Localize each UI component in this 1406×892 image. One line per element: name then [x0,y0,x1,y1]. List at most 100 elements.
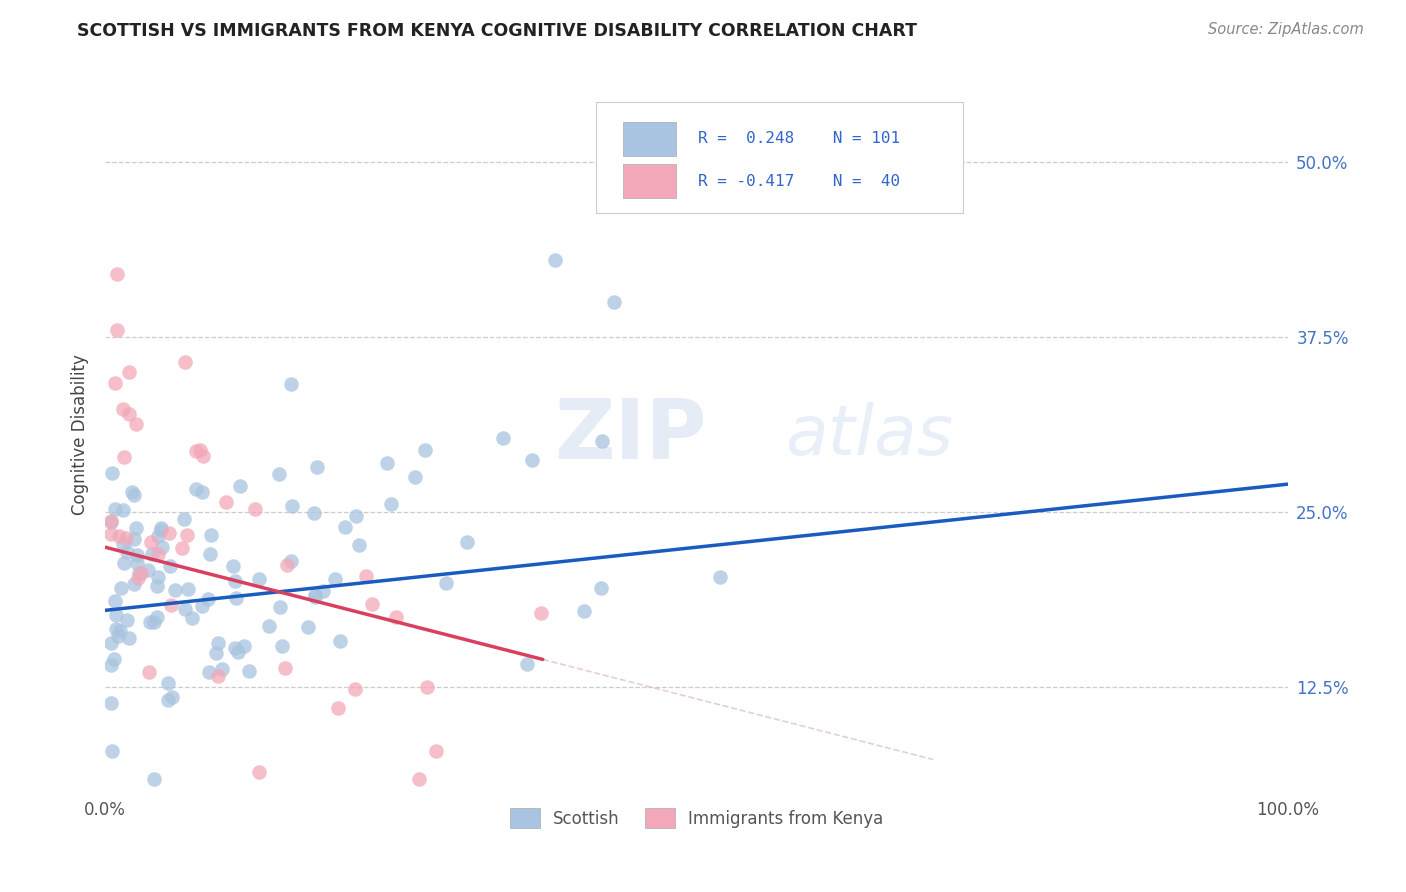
Point [198,547,221,561]
Point [184,482,207,496]
Point [143,615,166,629]
Point [111,402,134,417]
Point [329,633,352,648]
Point [112,556,135,570]
Point [188,443,211,458]
Point [247,764,270,779]
Point [354,569,377,583]
Point [184,443,207,458]
Point [100,658,122,673]
Point [129,566,152,580]
Point [304,506,326,520]
Point [530,606,553,620]
Point [408,772,430,786]
Point [125,548,148,562]
Point [159,558,181,573]
Text: SCOTTISH VS IMMIGRANTS FROM KENYA COGNITIVE DISABILITY CORRELATION CHART: SCOTTISH VS IMMIGRANTS FROM KENYA COGNIT… [77,22,917,40]
Point [125,521,148,535]
Point [127,571,149,585]
Point [146,547,169,561]
Point [191,599,214,614]
Point [148,529,170,543]
Point [280,377,302,392]
Point [425,743,447,757]
Point [305,459,328,474]
Point [434,575,457,590]
Point [522,453,544,467]
Point [276,558,298,572]
Point [100,514,122,528]
Point [165,583,187,598]
Point [160,599,183,613]
Point [101,466,124,480]
Point [191,485,214,500]
Point [122,487,145,501]
Point [269,600,291,615]
Point [328,700,350,714]
Point [114,531,136,545]
Point [343,681,366,696]
Point [118,365,141,379]
Point [176,528,198,542]
Point [377,456,399,470]
Point [215,495,238,509]
Text: ZIP: ZIP [554,394,707,475]
Point [115,613,138,627]
Point [516,657,538,671]
Point [193,449,215,463]
Point [304,588,326,602]
Text: Source: ZipAtlas.com: Source: ZipAtlas.com [1208,22,1364,37]
Point [141,547,163,561]
Point [274,661,297,675]
Point [297,620,319,634]
Point [111,502,134,516]
Point [226,645,249,659]
Point [172,541,194,556]
Point [108,529,131,543]
Point [413,443,436,458]
Point [361,598,384,612]
Point [157,692,180,706]
Point [141,534,163,549]
Point [205,646,228,660]
Point [709,570,731,584]
Point [105,267,128,281]
Point [333,519,356,533]
Point [150,540,173,554]
Point [104,376,127,391]
Point [110,581,132,595]
Point [257,619,280,633]
Point [225,591,247,605]
Point [156,676,179,690]
Point [125,556,148,570]
Point [247,572,270,586]
Point [385,610,408,624]
Point [128,566,150,580]
Point [122,533,145,547]
Point [344,508,367,523]
Point [221,559,243,574]
Point [180,611,202,625]
Point [207,669,229,683]
Point [118,407,141,421]
Point [100,636,122,650]
Point [150,521,173,535]
Point [101,744,124,758]
Point [323,573,346,587]
Point [224,640,246,655]
Point [100,527,122,541]
Point [304,590,326,604]
Point [269,467,291,481]
Point [139,615,162,629]
Bar [623,122,676,156]
Point [112,450,135,464]
FancyBboxPatch shape [596,103,963,213]
Point [105,608,128,623]
Point [211,661,233,675]
Point [122,577,145,591]
Point [160,690,183,705]
Point [173,512,195,526]
Point [138,665,160,679]
Point [115,545,138,559]
Point [198,665,221,679]
